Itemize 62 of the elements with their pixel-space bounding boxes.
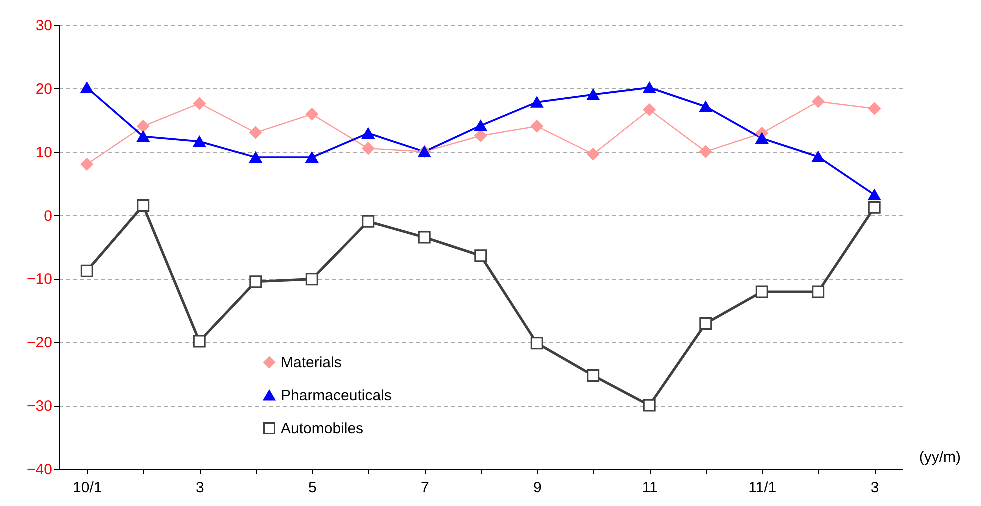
point — [306, 108, 318, 121]
point — [193, 335, 206, 348]
legend-label: Pharmaceuticals — [281, 388, 392, 404]
x-tick-label: 3 — [870, 480, 880, 496]
point — [362, 215, 375, 228]
x-tick-label: 11 — [642, 480, 658, 496]
point — [80, 158, 94, 171]
point — [250, 126, 262, 140]
point — [418, 231, 431, 244]
point — [812, 286, 825, 298]
point — [306, 152, 318, 164]
y-tick-label: −30 — [27, 398, 52, 416]
point — [474, 250, 488, 262]
point — [643, 399, 656, 412]
point — [474, 120, 488, 132]
point — [137, 120, 150, 133]
point — [868, 189, 881, 200]
text: (yy/m) — [919, 449, 961, 466]
legend-label: Materials — [281, 354, 342, 372]
point — [587, 89, 600, 100]
point — [193, 136, 206, 148]
x-tick-label: 7 — [420, 480, 430, 496]
x-tick-label: 9 — [533, 480, 542, 496]
point — [250, 276, 262, 288]
x-tick-label: 5 — [308, 480, 317, 496]
point — [700, 146, 712, 158]
point — [530, 120, 544, 133]
y-tick-label: 20 — [36, 80, 52, 98]
point — [812, 151, 825, 162]
point — [587, 370, 600, 382]
point — [137, 200, 150, 212]
point — [474, 130, 488, 142]
point — [868, 201, 881, 214]
point — [530, 337, 544, 350]
point — [530, 96, 544, 108]
x-tick-label: 10/1 — [73, 480, 102, 496]
point — [362, 142, 375, 155]
y-tick-label: −40 — [27, 462, 52, 478]
x-tick-label: 3 — [196, 480, 204, 496]
y-tick-label: 30 — [36, 18, 52, 34]
point — [250, 152, 262, 164]
point — [587, 148, 600, 161]
point — [362, 128, 375, 139]
y-tick-label: 10 — [36, 144, 52, 162]
point — [80, 82, 94, 94]
point — [193, 97, 206, 110]
y-tick-label: −10 — [27, 271, 52, 288]
point — [700, 101, 712, 112]
point — [756, 133, 768, 144]
x-tick-label: 11/1 — [748, 480, 777, 496]
point — [643, 104, 656, 116]
point — [700, 318, 712, 330]
y-tick-label: 0 — [44, 208, 52, 225]
y-tick-label: −20 — [27, 334, 52, 352]
point — [643, 82, 656, 94]
point — [306, 273, 318, 286]
point — [812, 96, 825, 108]
point — [868, 102, 881, 115]
point — [137, 131, 150, 142]
point — [756, 286, 768, 298]
point — [80, 264, 94, 278]
legend-label: Automobiles — [281, 420, 364, 438]
